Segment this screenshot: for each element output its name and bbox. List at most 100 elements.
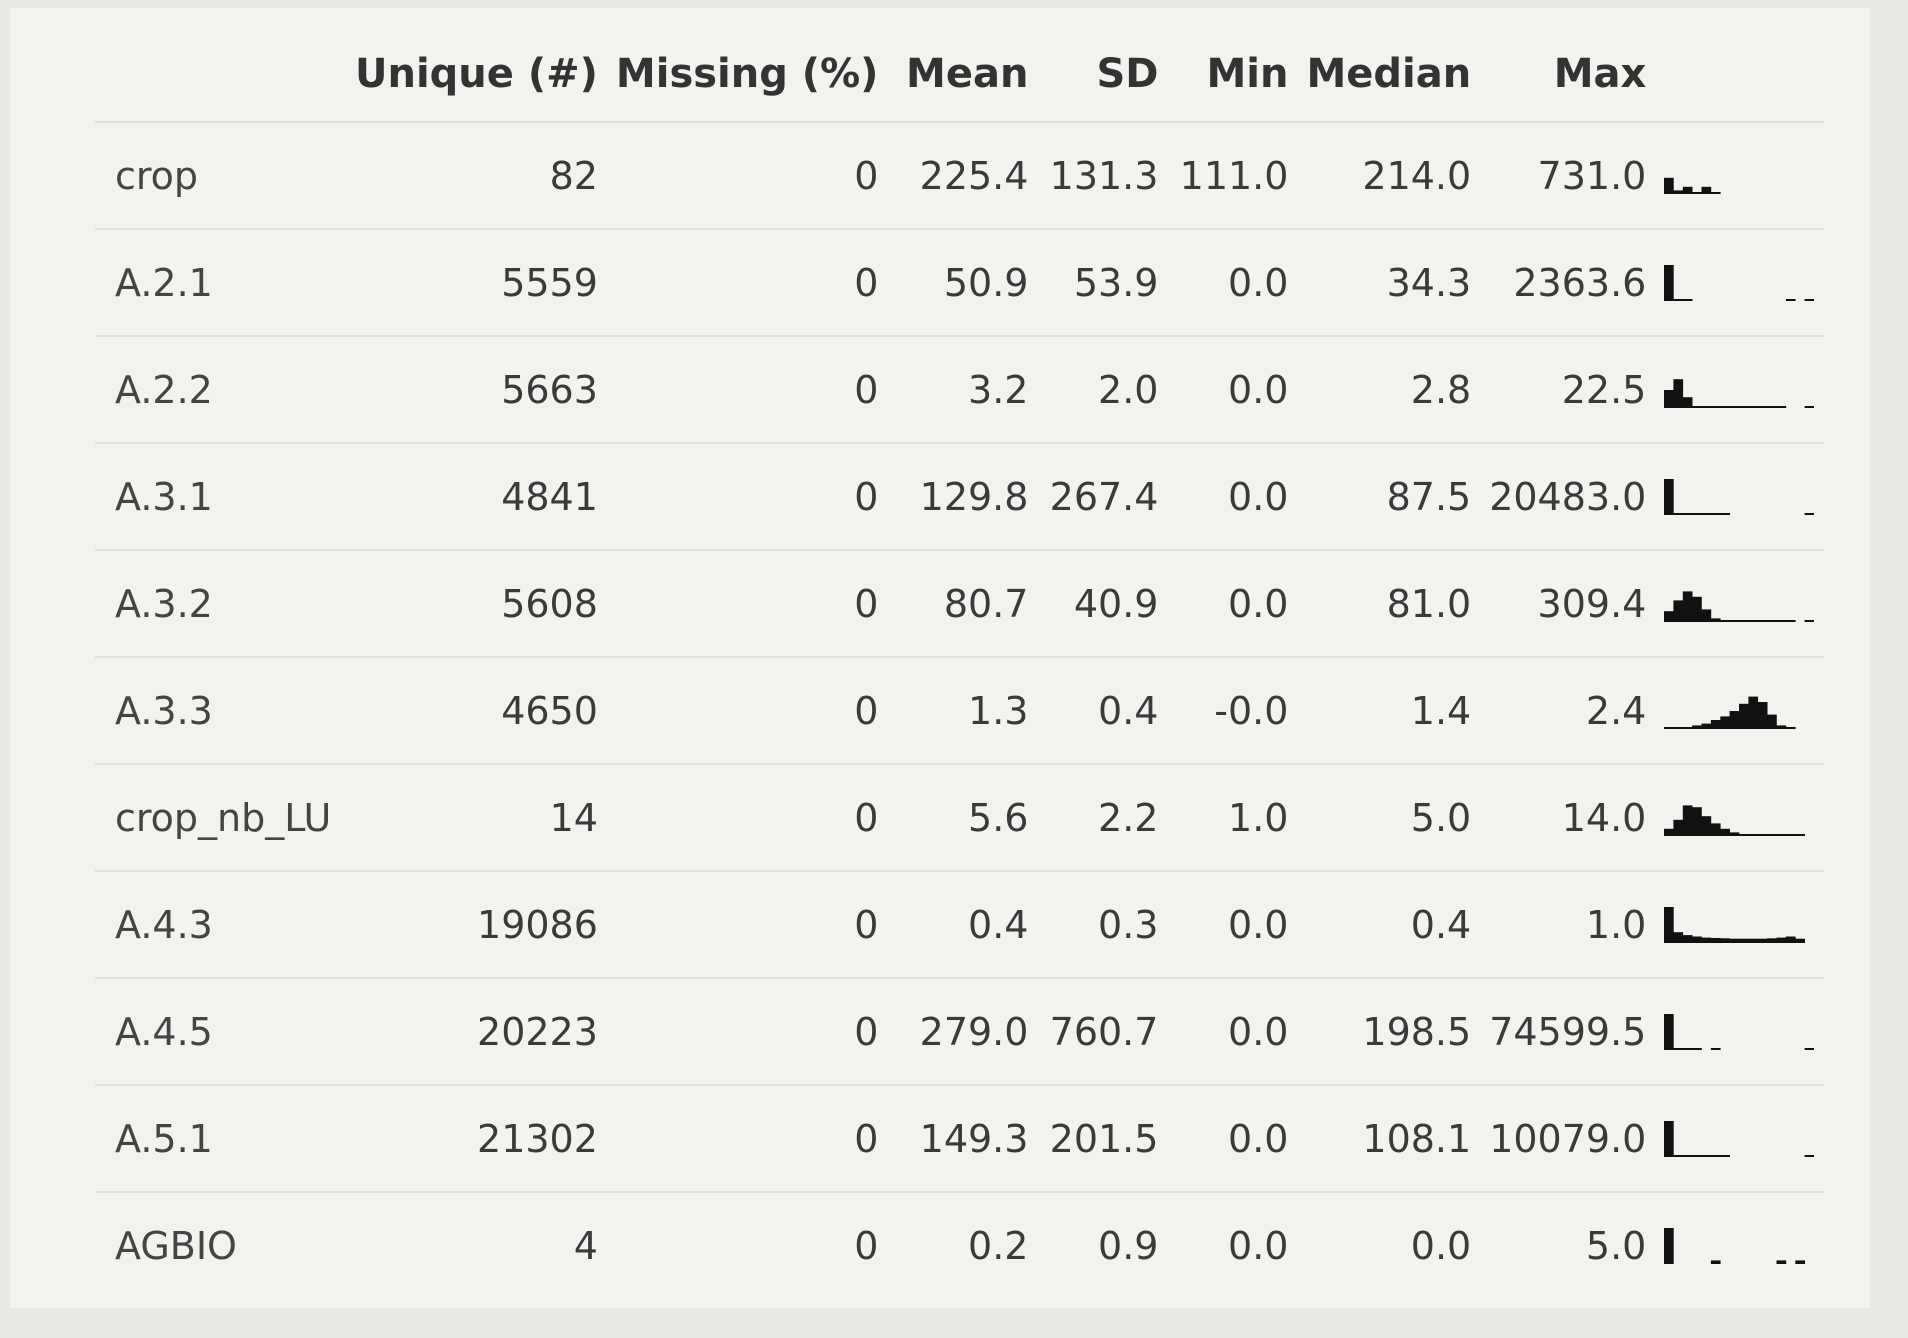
cell-sd: 2.0 [1046,336,1177,444]
histogram-bar [1711,937,1721,943]
cell-histogram [1664,336,1825,444]
histogram-bar [1701,815,1712,836]
histogram-bar [1804,1047,1815,1050]
histogram-sparkline [1664,804,1806,836]
histogram-bar [1729,938,1740,943]
cell-min: 0.0 [1176,229,1307,337]
table-row: A.3.2 5608 0 80.7 40.9 0.0 81.0 309.4 [95,550,1825,658]
histogram-bar [1729,831,1740,836]
histogram-bar [1664,1120,1675,1157]
histogram-bar [1692,806,1703,836]
cell-histogram [1664,443,1825,551]
cell-name: A.5.1 [95,1085,355,1193]
histogram-bar [1711,1154,1721,1157]
cell-mean: 1.3 [896,657,1047,765]
cell-unique: 4841 [355,443,616,551]
cell-mean: 149.3 [896,1085,1047,1193]
histogram-bar [1795,938,1806,943]
cell-max: 731.0 [1489,122,1665,230]
histogram-bar [1692,596,1703,622]
histogram-bar [1758,405,1768,408]
histogram-bar [1786,619,1796,622]
cell-median: 34.3 [1306,229,1490,337]
histogram-bar [1673,378,1684,408]
histogram-bar [1786,726,1796,729]
histogram-bar [1776,833,1787,836]
histogram-bar [1701,723,1712,729]
cell-histogram [1664,657,1825,765]
histogram-bar [1720,405,1731,408]
histogram-bar [1748,696,1759,729]
cell-missing: 0 [615,122,897,230]
histogram-bar [1748,833,1759,836]
histogram-bar [1664,1227,1675,1264]
cell-name: A.4.3 [95,871,355,979]
cell-min: -0.0 [1176,657,1307,765]
cell-mean: 50.9 [896,229,1047,337]
histogram-bar [1701,937,1712,943]
histogram-sparkline [1664,590,1815,622]
histogram-bar [1673,512,1684,515]
cell-sd: 2.2 [1046,764,1177,872]
cell-sd: 201.5 [1046,1085,1177,1193]
cell-name: A.3.3 [95,657,355,765]
cell-min: 0.0 [1176,443,1307,551]
cell-name: crop_nb_LU [95,764,355,872]
histogram-sparkline [1664,1120,1815,1157]
header-median: Median [1306,26,1490,123]
cell-sd: 760.7 [1046,978,1177,1086]
cell-missing: 0 [615,550,897,658]
histogram-bar [1664,264,1675,301]
histogram-bar [1748,619,1759,622]
histogram-bar [1673,599,1684,622]
table-row: A.4.5 20223 0 279.0 760.7 0.0 198.5 74599.5 [95,978,1825,1086]
histogram-sparkline [1664,264,1815,301]
histogram-bar [1767,714,1778,729]
histogram-bar [1673,1154,1684,1157]
histogram-bar [1664,726,1675,729]
histogram-bar [1739,619,1750,622]
histogram-bar [1683,804,1693,836]
table-row: crop_nb_LU 14 0 5.6 2.2 1.0 5.0 14.0 [95,764,1825,872]
histogram-bar [1701,405,1712,408]
cell-sd: 53.9 [1046,229,1177,337]
cell-histogram [1664,1085,1825,1193]
header-histogram [1664,26,1825,123]
cell-name: A.3.2 [95,550,355,658]
histogram-bar [1748,405,1759,408]
histogram-bar [1711,405,1721,408]
cell-max: 2363.6 [1489,229,1665,337]
histogram-bar [1739,938,1750,943]
histogram-bar [1673,726,1684,729]
histogram-bar [1711,1259,1721,1264]
histogram-bar [1776,619,1787,622]
cell-unique: 20223 [355,978,616,1086]
header-min: Min [1176,26,1307,123]
histogram-sparkline [1664,177,1721,194]
histogram-bar [1804,405,1815,408]
table-row: A.2.1 5559 0 50.9 53.9 0.0 34.3 2363.6 [95,229,1825,337]
header-unique: Unique (#) [355,26,616,123]
cell-unique: 5559 [355,229,616,337]
histogram-bar [1683,1047,1693,1050]
histogram-bar [1701,608,1712,622]
histogram-bar [1683,298,1693,301]
histogram-bar [1786,298,1796,301]
histogram-bar [1673,819,1684,836]
histogram-bar [1720,828,1731,836]
histogram-bar [1720,512,1731,515]
histogram-sparkline [1664,378,1815,408]
histogram-bar [1758,938,1768,943]
histogram-bar [1664,389,1675,408]
cell-missing: 0 [615,657,897,765]
table-row: A.4.3 19086 0 0.4 0.3 0.0 0.4 1.0 [95,871,1825,979]
histogram-bar [1739,833,1750,836]
histogram-bar [1767,405,1778,408]
table-row: A.3.1 4841 0 129.8 267.4 0.0 87.5 20483.0 [95,443,1825,551]
cell-unique: 82 [355,122,616,230]
histogram-bar [1711,1047,1721,1050]
cell-max: 14.0 [1489,764,1665,872]
cell-max: 74599.5 [1489,978,1665,1086]
histogram-bar [1720,715,1731,729]
histogram-bar [1701,186,1712,194]
